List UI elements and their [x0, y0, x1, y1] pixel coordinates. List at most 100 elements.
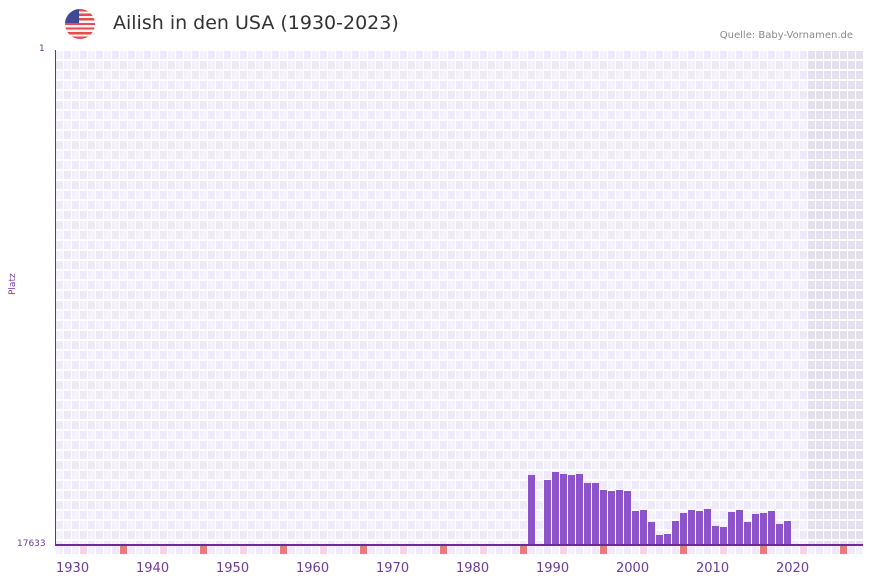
grid-column	[64, 50, 72, 549]
year-marker	[560, 546, 567, 554]
bar[interactable]	[568, 475, 575, 545]
bar[interactable]	[736, 510, 743, 545]
grid-column	[112, 50, 120, 549]
grid-column	[384, 50, 392, 549]
bar[interactable]	[752, 514, 759, 545]
bar[interactable]	[720, 527, 727, 545]
grid-column	[432, 50, 440, 549]
bar[interactable]	[600, 490, 607, 545]
grid-column	[808, 50, 816, 549]
grid-column	[640, 50, 648, 549]
bar[interactable]	[632, 511, 639, 545]
grid-column	[512, 50, 520, 549]
grid-column	[632, 50, 640, 549]
year-marker	[232, 546, 239, 554]
year-marker	[856, 546, 863, 554]
grid-column	[856, 50, 864, 549]
grid-column	[744, 50, 752, 549]
bar[interactable]	[696, 511, 703, 545]
year-marker	[848, 546, 855, 554]
bar[interactable]	[592, 483, 599, 545]
year-marker	[584, 546, 591, 554]
y-axis	[55, 50, 56, 546]
bar[interactable]	[624, 491, 631, 545]
year-marker	[736, 546, 743, 554]
year-marker	[800, 546, 807, 554]
grid-column	[144, 50, 152, 549]
bar[interactable]	[776, 524, 783, 545]
bar[interactable]	[680, 513, 687, 545]
year-marker	[712, 546, 719, 554]
bar[interactable]	[608, 491, 615, 545]
grid-column	[456, 50, 464, 549]
y-tick-top: 1	[39, 44, 45, 54]
year-marker	[376, 546, 383, 554]
year-marker	[496, 546, 503, 554]
bar[interactable]	[728, 512, 735, 545]
year-marker	[296, 546, 303, 554]
year-marker	[72, 546, 79, 554]
year-marker	[320, 546, 327, 554]
year-marker	[400, 546, 407, 554]
grid-column	[664, 50, 672, 549]
grid-column	[56, 50, 64, 549]
bar[interactable]	[576, 474, 583, 545]
grid-column	[608, 50, 616, 549]
bar[interactable]	[528, 475, 535, 545]
grid-column	[360, 50, 368, 549]
year-marker	[456, 546, 463, 554]
bar[interactable]	[648, 522, 655, 545]
grid-column	[88, 50, 96, 549]
grid-column	[264, 50, 272, 549]
year-marker	[272, 546, 279, 554]
bar[interactable]	[784, 521, 791, 545]
year-marker	[704, 546, 711, 554]
grid-column	[776, 50, 784, 549]
bar[interactable]	[768, 511, 775, 545]
grid-column	[128, 50, 136, 549]
bar[interactable]	[560, 474, 567, 545]
year-marker	[504, 546, 511, 554]
year-marker	[640, 546, 647, 554]
grid-column	[576, 50, 584, 549]
year-marker	[216, 546, 223, 554]
bar[interactable]	[744, 522, 751, 545]
bar[interactable]	[656, 535, 663, 545]
grid-column	[224, 50, 232, 549]
bar[interactable]	[640, 510, 647, 545]
grid-column	[600, 50, 608, 549]
us-flag-icon	[65, 9, 95, 39]
bar[interactable]	[616, 490, 623, 545]
bar[interactable]	[544, 480, 551, 545]
bar[interactable]	[552, 472, 559, 545]
year-marker	[112, 546, 119, 554]
year-marker	[208, 546, 215, 554]
grid-column	[824, 50, 832, 549]
x-tick: 2000	[616, 561, 650, 576]
bar[interactable]	[688, 510, 695, 545]
grid-column	[848, 50, 856, 549]
y-tick-bottom: 17633	[17, 539, 46, 549]
year-marker	[632, 546, 639, 554]
bar[interactable]	[712, 526, 719, 545]
grid-column	[440, 50, 448, 549]
bar[interactable]	[704, 508, 711, 545]
grid-column	[720, 50, 728, 549]
year-marker	[104, 546, 111, 554]
grid-column	[304, 50, 312, 549]
bar[interactable]	[760, 513, 767, 545]
x-tick: 1970	[376, 561, 410, 576]
grid-column	[216, 50, 224, 549]
bar[interactable]	[672, 521, 679, 545]
grid-column	[712, 50, 720, 549]
year-marker	[64, 546, 71, 554]
grid-column	[528, 50, 536, 549]
year-marker	[416, 546, 423, 554]
year-marker	[360, 546, 367, 554]
bar[interactable]	[584, 483, 591, 545]
bar[interactable]	[664, 533, 671, 545]
x-tick: 1950	[216, 561, 250, 576]
year-marker	[744, 546, 751, 554]
year-marker	[616, 546, 623, 554]
year-marker	[368, 546, 375, 554]
